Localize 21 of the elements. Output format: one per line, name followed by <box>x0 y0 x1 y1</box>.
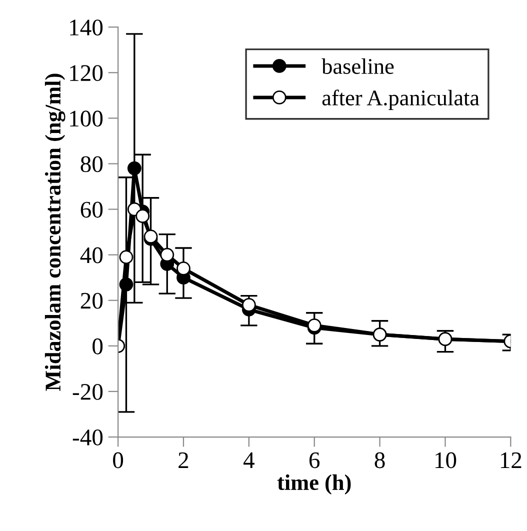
x-tick-label: 2 <box>178 452 188 468</box>
legend-label: baseline <box>322 58 394 74</box>
y-tick-label: 20 <box>80 292 103 309</box>
y-tick-label: 60 <box>80 202 103 218</box>
y-tick-label: 140 <box>70 20 103 36</box>
y-tick-label: 0 <box>92 338 103 354</box>
y-tick-label: 100 <box>70 110 103 127</box>
x-tick-label: 8 <box>374 452 385 468</box>
y-tick-label: 40 <box>80 247 103 264</box>
x-tick-label: 0 <box>113 452 124 468</box>
x-tick-label: 10 <box>436 452 456 468</box>
x-tick-label: 4 <box>243 452 254 468</box>
y-axis-title: Midazolam concentration (ng/ml) <box>44 74 66 391</box>
y-tick-label: 80 <box>80 156 103 172</box>
y-tick-label: -20 <box>72 384 103 400</box>
legend-label: after A.paniculata <box>322 90 480 110</box>
y-tick-label: 120 <box>70 65 103 82</box>
y-tick-label: -40 <box>72 430 103 446</box>
x-tick-label: 12 <box>500 452 522 468</box>
x-tick-label: 6 <box>309 452 320 468</box>
x-axis-title: time (h) <box>277 474 351 495</box>
